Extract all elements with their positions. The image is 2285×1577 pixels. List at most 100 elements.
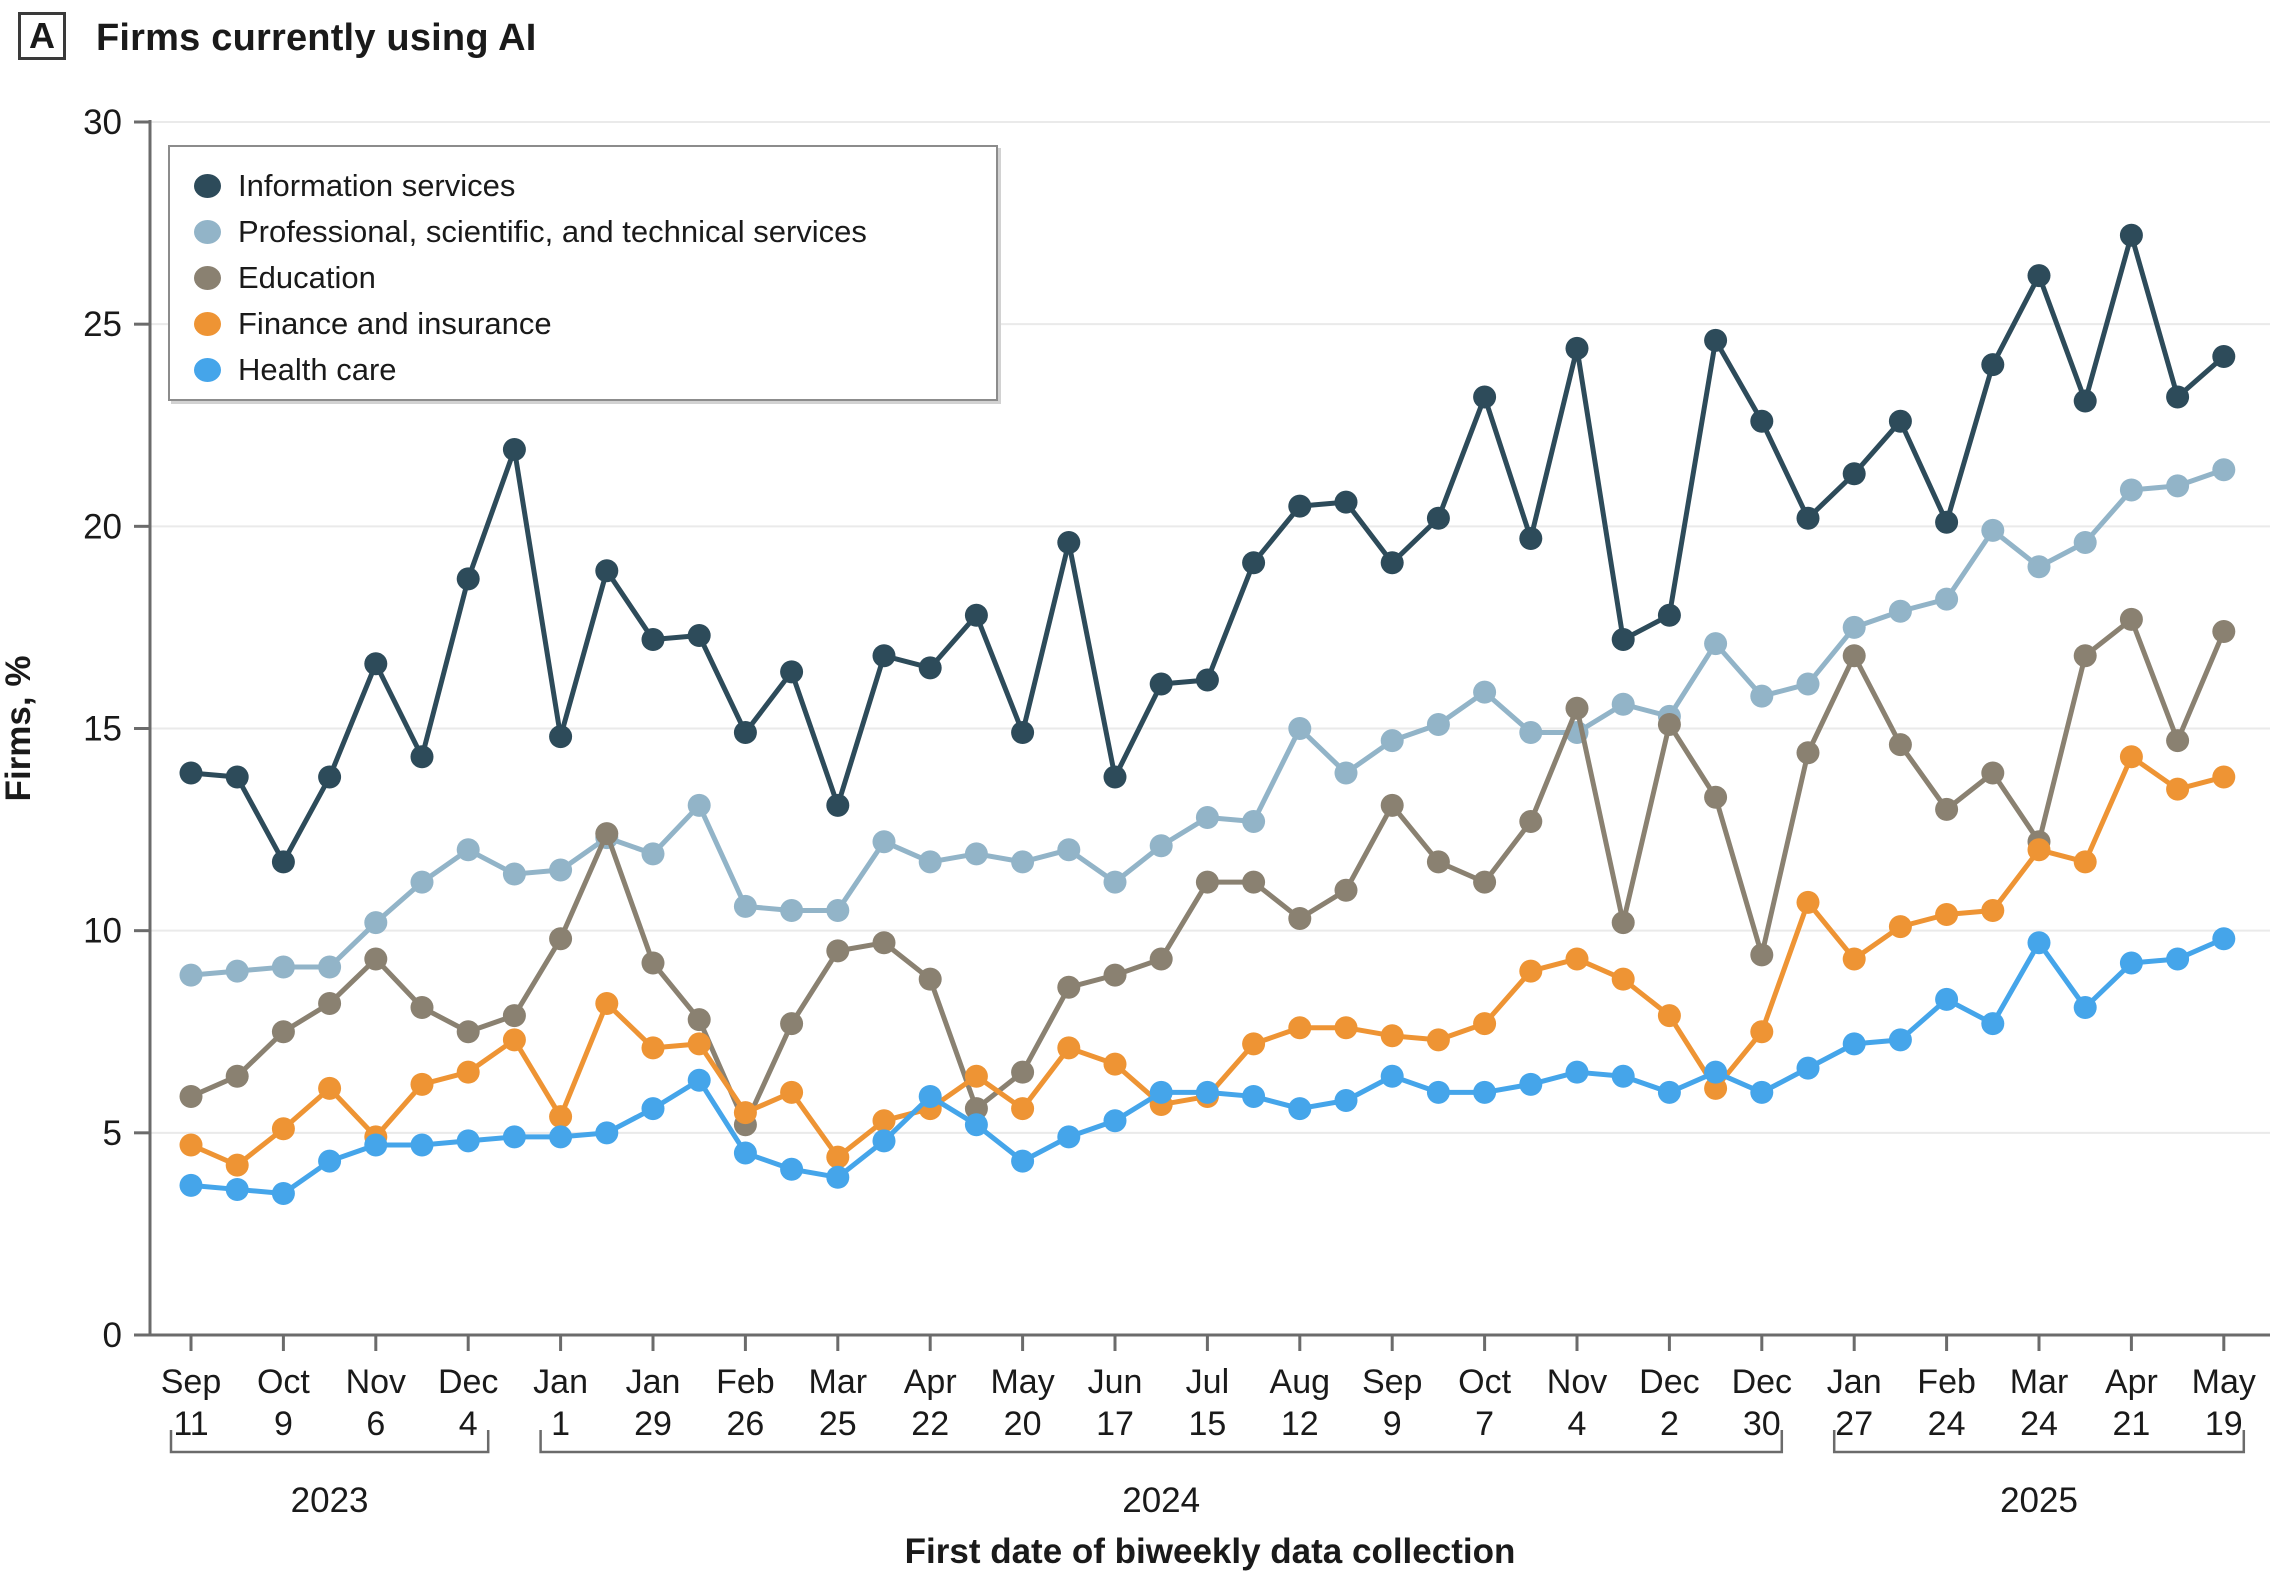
data-point-finance-and-insurance bbox=[595, 991, 619, 1015]
year-label: 2025 bbox=[2000, 1481, 2078, 1520]
data-point-information-services bbox=[780, 660, 804, 684]
data-point-information-services bbox=[1288, 494, 1312, 518]
data-point-finance-and-insurance bbox=[1380, 1024, 1404, 1048]
data-point-finance-and-insurance bbox=[179, 1133, 203, 1157]
x-tick-label-day: 1 bbox=[551, 1405, 570, 1443]
data-point-professional-scientific-and-technical-services bbox=[456, 838, 480, 862]
x-tick-label-month: Nov bbox=[346, 1363, 406, 1401]
data-point-information-services bbox=[1149, 672, 1173, 696]
data-point-finance-and-insurance bbox=[1888, 915, 1912, 939]
data-point-education bbox=[1242, 870, 1266, 894]
data-point-finance-and-insurance bbox=[1704, 1076, 1728, 1100]
data-point-professional-scientific-and-technical-services bbox=[826, 898, 850, 922]
x-tick-label-day: 27 bbox=[1835, 1405, 1873, 1443]
x-tick-label-month: May bbox=[2192, 1363, 2256, 1401]
data-point-information-services bbox=[271, 850, 295, 874]
year-bracket bbox=[539, 1430, 1784, 1454]
x-tick-label-day: 15 bbox=[1188, 1405, 1226, 1443]
x-tick-label-month: Feb bbox=[1917, 1363, 1976, 1401]
data-point-health-care bbox=[1796, 1056, 1820, 1080]
data-point-professional-scientific-and-technical-services bbox=[1149, 834, 1173, 858]
year-label: 2024 bbox=[1122, 1481, 1200, 1520]
data-point-education bbox=[1334, 878, 1358, 902]
data-point-information-services bbox=[1842, 462, 1866, 486]
data-point-health-care bbox=[918, 1084, 942, 1108]
data-point-health-care bbox=[595, 1121, 619, 1145]
data-point-education bbox=[595, 822, 619, 846]
data-point-education bbox=[964, 1097, 988, 1121]
data-point-education bbox=[1981, 761, 2005, 785]
x-tick-label-day: 11 bbox=[173, 1405, 208, 1443]
data-point-health-care bbox=[318, 1149, 342, 1173]
y-tick-label: 15 bbox=[83, 710, 122, 749]
data-point-health-care bbox=[549, 1125, 573, 1149]
data-point-education bbox=[1380, 793, 1404, 817]
data-point-information-services bbox=[1103, 765, 1127, 789]
x-tick-label-day: 19 bbox=[2205, 1405, 2243, 1443]
data-point-information-services bbox=[595, 559, 619, 583]
data-point-finance-and-insurance bbox=[502, 1028, 526, 1052]
data-point-health-care bbox=[641, 1097, 665, 1121]
data-point-finance-and-insurance bbox=[1103, 1052, 1127, 1076]
data-point-finance-and-insurance bbox=[1796, 890, 1820, 914]
data-point-education bbox=[1750, 943, 1774, 967]
legend-item: Finance and insurance bbox=[194, 301, 996, 347]
data-point-education bbox=[641, 951, 665, 975]
data-point-information-services bbox=[1796, 506, 1820, 530]
data-point-professional-scientific-and-technical-services bbox=[1888, 599, 1912, 623]
legend-item-label: Information services bbox=[238, 168, 516, 203]
x-tick-label-day: 24 bbox=[2020, 1405, 2058, 1443]
data-point-health-care bbox=[1426, 1080, 1450, 1104]
data-point-health-care bbox=[687, 1068, 711, 1092]
data-point-information-services bbox=[179, 761, 203, 785]
data-point-professional-scientific-and-technical-services bbox=[410, 870, 434, 894]
data-point-finance-and-insurance bbox=[1935, 902, 1959, 926]
data-point-professional-scientific-and-technical-services bbox=[733, 894, 757, 918]
data-point-finance-and-insurance bbox=[1750, 1020, 1774, 1044]
data-point-finance-and-insurance bbox=[1473, 1012, 1497, 1036]
x-axis-title: First date of biweekly data collection bbox=[905, 1532, 1516, 1571]
data-point-professional-scientific-and-technical-services bbox=[1796, 672, 1820, 696]
data-point-education bbox=[780, 1012, 804, 1036]
data-point-professional-scientific-and-technical-services bbox=[872, 830, 896, 854]
data-point-information-services bbox=[918, 656, 942, 680]
data-point-finance-and-insurance bbox=[780, 1080, 804, 1104]
x-tick-label-month: Jan bbox=[1827, 1363, 1882, 1401]
data-point-information-services bbox=[826, 793, 850, 817]
legend-item: Professional, scientific, and technical … bbox=[194, 209, 996, 255]
x-tick-label-day: 26 bbox=[726, 1405, 764, 1443]
data-point-information-services bbox=[964, 603, 988, 627]
y-axis-title: Firms, % bbox=[0, 656, 38, 802]
data-point-professional-scientific-and-technical-services bbox=[2212, 458, 2236, 482]
y-tick-label: 20 bbox=[83, 507, 122, 546]
data-point-health-care bbox=[1057, 1125, 1081, 1149]
x-tick-label-month: Oct bbox=[1458, 1363, 1511, 1401]
year-bracket bbox=[169, 1430, 490, 1454]
x-tick-label-day: 20 bbox=[1004, 1405, 1042, 1443]
data-point-professional-scientific-and-technical-services bbox=[1288, 717, 1312, 740]
x-tick-label-day: 12 bbox=[1281, 1405, 1319, 1443]
data-point-finance-and-insurance bbox=[456, 1060, 480, 1084]
data-point-information-services bbox=[318, 765, 342, 789]
data-point-information-services bbox=[2027, 264, 2051, 288]
legend-dot-icon bbox=[194, 358, 221, 382]
x-tick-label-month: Jan bbox=[626, 1363, 681, 1401]
data-point-information-services bbox=[1380, 551, 1404, 575]
data-point-health-care bbox=[1657, 1080, 1681, 1104]
x-tick-label-month: Jun bbox=[1088, 1363, 1143, 1401]
data-point-health-care bbox=[271, 1181, 295, 1205]
data-point-professional-scientific-and-technical-services bbox=[964, 842, 988, 866]
data-point-information-services bbox=[1334, 490, 1358, 514]
data-point-education bbox=[2119, 607, 2143, 631]
data-point-education bbox=[826, 939, 850, 963]
data-point-finance-and-insurance bbox=[964, 1064, 988, 1088]
data-point-finance-and-insurance bbox=[549, 1105, 573, 1129]
data-point-education bbox=[271, 1020, 295, 1044]
figure-title: Firms currently using AI bbox=[96, 17, 537, 59]
data-point-finance-and-insurance bbox=[1981, 898, 2005, 922]
data-point-health-care bbox=[225, 1177, 249, 1201]
data-point-professional-scientific-and-technical-services bbox=[1611, 692, 1635, 716]
data-point-professional-scientific-and-technical-services bbox=[1704, 632, 1728, 656]
data-point-finance-and-insurance bbox=[2166, 777, 2190, 801]
